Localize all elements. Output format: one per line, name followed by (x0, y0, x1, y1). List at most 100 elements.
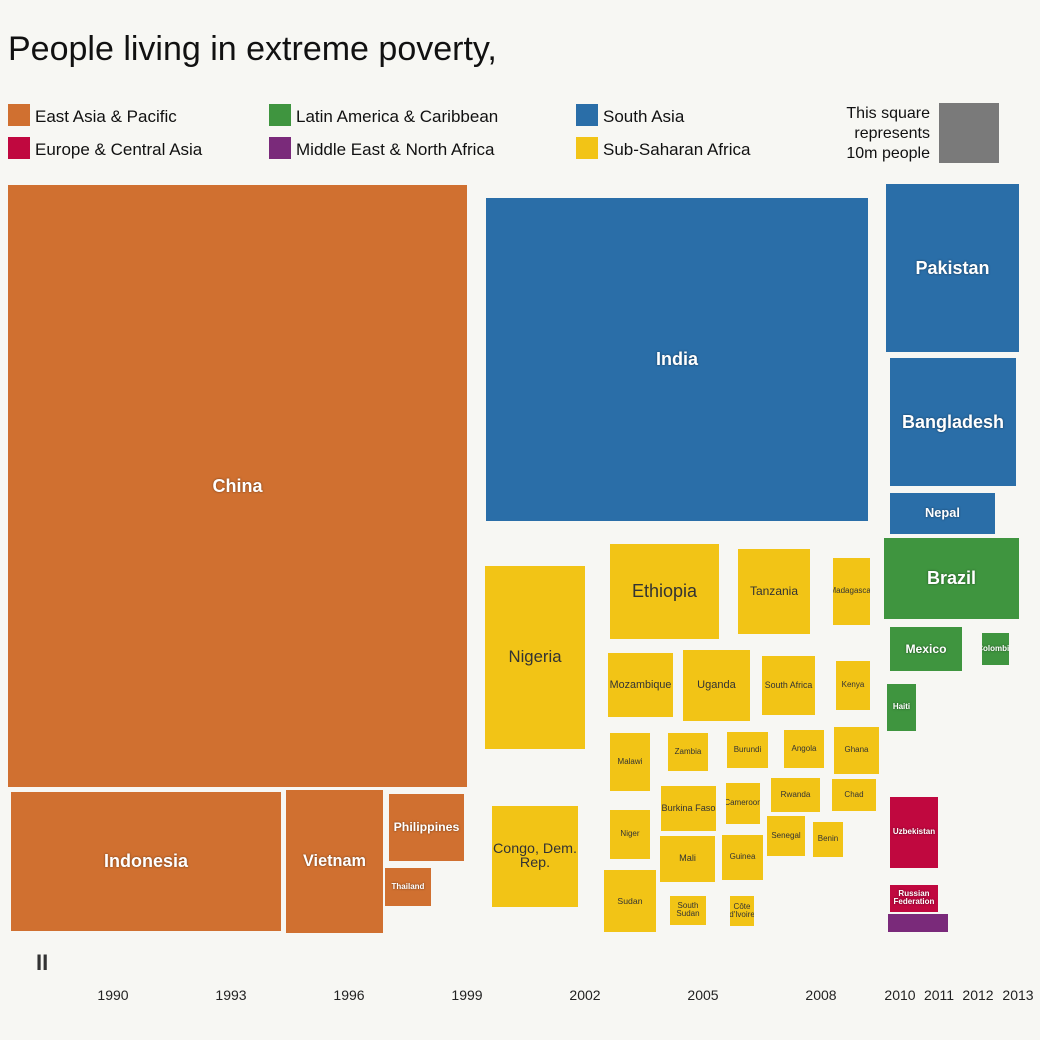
cell-label: Sudan (617, 895, 643, 906)
cell-label: Bangladesh (901, 411, 1005, 432)
timeline-year[interactable]: 1990 (97, 987, 129, 1003)
cell: Uzbekistan (889, 796, 939, 869)
legend-swatch (8, 137, 30, 159)
cell-label: Mexico (905, 641, 947, 656)
cell: Benin (813, 822, 843, 857)
cell-label: Thailand (391, 881, 425, 891)
cell: Tanzania (737, 549, 811, 634)
cell: Nigeria (484, 566, 586, 749)
legend-label: Europe & Central Asia (35, 140, 203, 159)
cell: Mexico (889, 626, 963, 672)
cell: Madagascar (833, 557, 870, 626)
cell-label: South Sudan (676, 901, 700, 919)
cell-label: Indonesia (103, 851, 188, 872)
timeline-year[interactable]: 1993 (215, 987, 247, 1003)
cell-label: Rwanda (780, 789, 811, 799)
cell: Niger (610, 810, 650, 859)
cell-label: Pakistan (915, 257, 990, 278)
legend-swatch (269, 137, 291, 159)
cell: Mali (660, 836, 715, 882)
legend-label: South Asia (603, 107, 685, 126)
timeline-year[interactable]: 2005 (687, 987, 719, 1003)
cell: Indonesia (11, 792, 281, 931)
cell-label: Côte d'Ivoire (730, 902, 754, 919)
timeline-year[interactable]: 2012 (962, 987, 994, 1003)
cell: South Sudan (670, 895, 706, 925)
chart-title: People living in extreme poverty, (8, 30, 497, 68)
cell-label: Mali (679, 853, 696, 864)
cell: Ghana (833, 726, 880, 774)
cell: Vietnam (285, 789, 384, 934)
cell: Nepal (889, 492, 996, 535)
cell-label: Mozambique (609, 678, 672, 691)
scale-note: This square represents 10m people (846, 105, 930, 162)
cell: Colombia (982, 632, 1009, 666)
cell: Malawi (610, 733, 650, 791)
cell-label: Chad (844, 789, 864, 799)
cell-label: Burundi (733, 744, 762, 754)
cell: India (486, 197, 868, 522)
cell-label: Guinea (729, 852, 756, 862)
cell-label: South Africa (764, 680, 813, 691)
cell: Philippines (389, 793, 464, 862)
cell: Ethiopia (609, 543, 720, 640)
cell: Côte d'Ivoire (730, 896, 754, 926)
cell: Uganda (683, 650, 750, 721)
cell: Haiti (886, 684, 917, 731)
cell-label: India (655, 349, 698, 370)
timeline-year[interactable]: 1996 (333, 987, 365, 1003)
timeline-year[interactable]: 2013 (1002, 987, 1034, 1003)
cell-label: Congo, Dem. Rep. (492, 841, 578, 872)
cell: South Africa (761, 656, 816, 715)
cell: Brazil (884, 538, 1019, 619)
cell-label: Philippines (393, 820, 460, 835)
timeline-year[interactable]: 2011 (923, 987, 955, 1003)
cell-label: Nigeria (508, 647, 562, 667)
cell: Russian Federation (889, 885, 938, 912)
cell (888, 913, 948, 932)
cell: Thailand (384, 867, 432, 907)
cell-label: Vietnam (303, 852, 366, 871)
legend-label: Middle East & North Africa (296, 140, 495, 159)
cell: Bangladesh (890, 357, 1016, 487)
cell-label: Brazil (926, 568, 976, 589)
cell: Angola (784, 730, 824, 768)
cell-label: Uzbekistan (892, 827, 936, 837)
cell-label: Benin (817, 834, 839, 844)
legend-label: East Asia & Pacific (35, 107, 177, 126)
scale-square (939, 103, 999, 163)
pause-button[interactable]: II (36, 950, 49, 975)
legend-label: Sub-Saharan Africa (603, 140, 751, 159)
timeline-year[interactable]: 1999 (451, 987, 483, 1003)
cell-label: Angola (791, 743, 817, 753)
cell-label: Niger (620, 829, 640, 839)
timeline-year[interactable]: 2002 (569, 987, 601, 1003)
cell: Congo, Dem. Rep. (492, 806, 578, 907)
legend-swatch (269, 104, 291, 126)
timeline-year[interactable]: 2010 (884, 987, 916, 1003)
cell-label: Ghana (844, 745, 869, 755)
cell-label: Burkina Faso (661, 802, 716, 813)
cell-label: Zambia (674, 746, 702, 756)
legend-swatch (8, 104, 30, 126)
cell-label: Kenya (841, 680, 865, 690)
cell: Chad (831, 779, 876, 811)
cell-label: Madagascar (833, 586, 870, 596)
cell-label: Uganda (697, 678, 736, 691)
cell: Sudan (603, 869, 657, 933)
cell: Rwanda (771, 778, 820, 812)
cell: Burkina Faso (660, 785, 717, 832)
cell: Kenya (836, 661, 870, 710)
cell-label: Russian Federation (893, 889, 935, 907)
cell-label: Ethiopia (631, 581, 698, 602)
cell: Zambia (668, 733, 708, 771)
cell: China (8, 185, 467, 787)
legend-swatch (576, 104, 598, 126)
legend-label: Latin America & Caribbean (296, 107, 499, 126)
timeline-year[interactable]: 2008 (805, 987, 837, 1003)
cell: Pakistan (886, 183, 1019, 353)
cell-label: China (212, 475, 263, 496)
cell: Cameroon (725, 782, 761, 825)
cell: Senegal (767, 816, 805, 856)
